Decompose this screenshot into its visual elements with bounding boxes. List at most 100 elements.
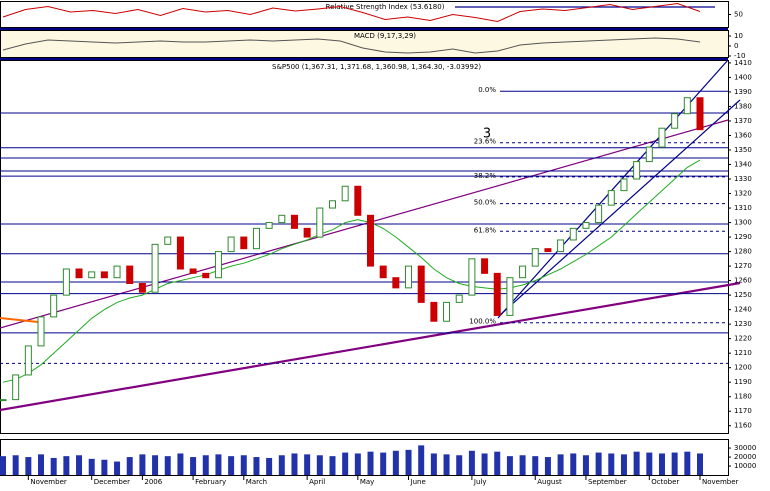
volume-bar [12,455,19,475]
volume-bar [532,456,539,475]
volume-bar [101,459,108,475]
volume-bar [164,456,171,475]
y-tick-label: 1410 [734,59,752,67]
candle [645,146,653,163]
x-tick-label: February [195,478,226,486]
volume-bar [139,454,146,475]
x-tick-label: 2006 [144,478,162,486]
candle [683,97,691,115]
volume-bar [443,454,450,475]
candle [265,222,273,229]
volume-bar [88,458,95,475]
x-tick-label: June [410,478,426,486]
candle [113,265,121,279]
y-tick-label: 1260 [734,277,752,285]
candle [37,316,45,347]
y-tick-label: 1210 [734,349,752,357]
volume-bar [304,454,311,475]
y-tick-label: 1290 [734,233,752,241]
macd-title: MACD (9,17,3,29) [354,32,416,40]
volume-bar [468,450,475,475]
candle [202,272,210,279]
volume-bar [506,456,513,475]
candle [379,265,387,279]
candle [316,207,324,238]
y-tick-label: -10 [734,52,745,60]
volume-bar [430,453,437,475]
candle [88,271,96,279]
x-tick-label: November [702,478,739,486]
volume-bar [557,454,564,475]
candle [367,214,375,267]
candle [493,272,501,316]
x-tick-label: May [360,478,374,486]
x-tick-label: April [309,478,325,486]
y-tick-label: 50 [734,11,743,19]
volume-bar [342,452,349,475]
candle [531,248,539,267]
volume-bar [329,456,336,475]
volume-bar [697,453,703,475]
candle [278,214,286,224]
volume-bar [392,450,399,475]
rsi-title: Relative Strength Index (53.6180) [326,3,445,11]
volume-bar [316,455,323,475]
y-tick-label: 1220 [734,335,752,343]
fib-label: 100.0% [469,318,496,326]
y-tick-label: 1330 [734,175,752,183]
candle [519,265,527,279]
volume-bar [582,455,589,475]
volume-bar [595,452,602,475]
fib-label: 0.0% [478,86,496,94]
trendline [499,99,741,316]
x-tick-label: October [651,478,679,486]
y-tick-label: 1320 [734,190,752,198]
volume-bar [202,455,209,475]
volume-bar [608,453,615,475]
fib-label: 50.0% [474,199,497,207]
price-panel [0,60,729,434]
volume-bar [215,454,222,475]
candle [696,97,704,131]
volume-bar [0,456,6,475]
candle [240,236,248,250]
y-tick-label: 1160 [734,422,752,430]
x-tick-label: December [94,478,130,486]
candle [544,248,552,253]
y-tick-label: 10 [734,32,743,40]
y-tick-label: 1380 [734,102,752,110]
volume-bar [266,457,273,475]
candle [75,268,83,279]
candle [24,345,32,376]
y-tick-label: 20000 [734,453,756,461]
candle [430,301,438,322]
y-tick-label: 1370 [734,117,752,125]
candle [138,283,146,293]
volume-bar [405,449,412,475]
candle [303,227,311,238]
candle [392,277,400,289]
candle [176,236,184,270]
candle [405,265,413,289]
y-tick-label: 1270 [734,262,752,270]
candle [620,178,628,192]
volume-bar [418,445,425,475]
y-tick-label: 1310 [734,204,752,212]
rsi-panel [0,1,729,28]
y-tick-label: 1300 [734,219,752,227]
candle [151,243,159,293]
y-tick-label: 1400 [734,73,752,81]
candle [633,161,641,180]
candle [214,251,222,279]
y-tick-label: 1280 [734,248,752,256]
volume-bar [177,453,184,475]
candle [341,185,349,202]
candle [557,239,565,253]
candle [0,399,7,402]
volume-bar [519,455,526,475]
volume-bar [380,452,387,475]
candle [164,236,172,245]
volume-bar [253,457,260,475]
candle [582,222,590,229]
